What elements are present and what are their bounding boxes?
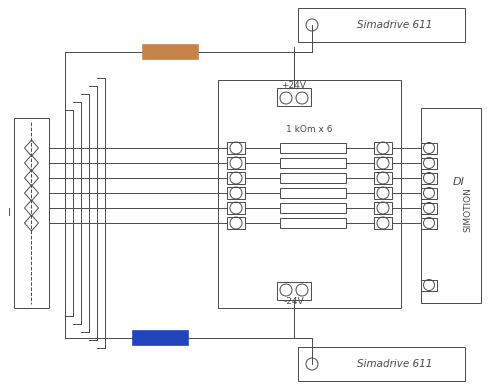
Bar — [277, 282, 311, 300]
Bar — [298, 347, 465, 381]
Bar — [421, 142, 437, 154]
Bar — [374, 142, 392, 154]
Bar — [374, 202, 392, 214]
Bar — [374, 172, 392, 184]
Bar — [280, 203, 346, 213]
Text: 1 kOm x 6: 1 kOm x 6 — [286, 125, 333, 135]
Bar — [277, 88, 311, 106]
Text: Simadrive 611: Simadrive 611 — [357, 359, 433, 369]
Bar — [280, 218, 346, 228]
Bar — [280, 173, 346, 183]
Bar — [227, 202, 245, 214]
Bar — [374, 187, 392, 199]
Bar — [14, 118, 49, 308]
Bar — [227, 142, 245, 154]
Bar — [421, 108, 481, 303]
Text: -24V: -24V — [284, 298, 304, 307]
Text: DI: DI — [452, 177, 464, 187]
Bar — [298, 8, 465, 42]
Bar — [374, 217, 392, 229]
Bar — [280, 188, 346, 198]
Text: Simadrive 611: Simadrive 611 — [357, 20, 433, 30]
Bar — [421, 158, 437, 168]
Bar — [421, 173, 437, 184]
Text: I: I — [7, 208, 10, 218]
Bar — [421, 279, 437, 291]
Bar — [227, 172, 245, 184]
Bar — [218, 80, 401, 308]
Text: SIMOTION: SIMOTION — [464, 187, 472, 232]
Bar — [143, 45, 198, 59]
Bar — [133, 331, 188, 345]
Bar — [421, 218, 437, 229]
Text: +24V: +24V — [281, 81, 306, 90]
Bar — [374, 157, 392, 169]
Bar — [227, 187, 245, 199]
Bar — [280, 158, 346, 168]
Bar — [227, 217, 245, 229]
Bar — [227, 157, 245, 169]
Bar — [421, 203, 437, 213]
Bar — [421, 187, 437, 199]
Bar — [280, 143, 346, 153]
